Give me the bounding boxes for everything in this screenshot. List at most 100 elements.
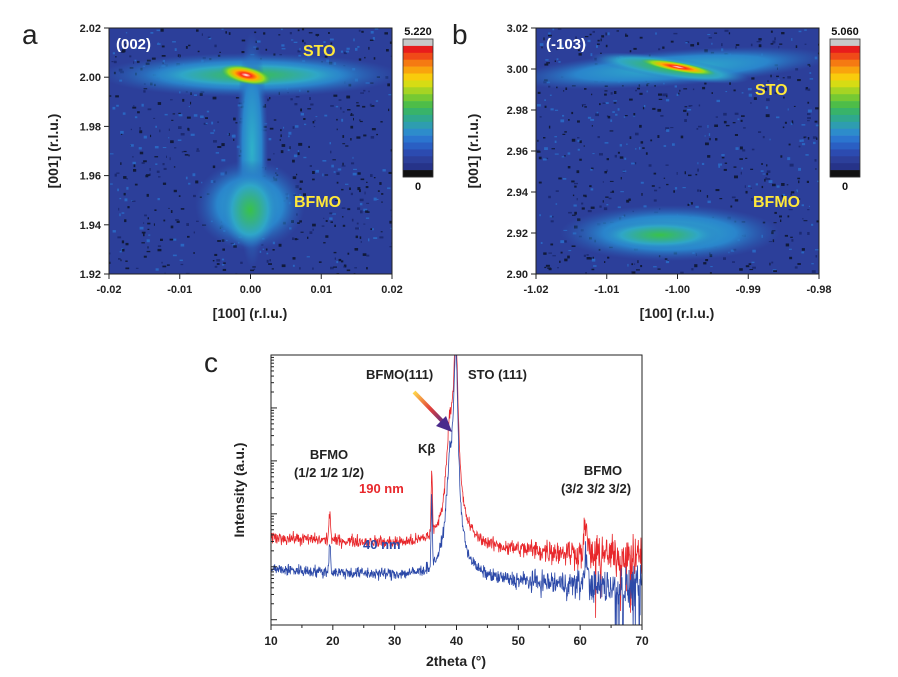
speckle <box>737 118 740 121</box>
x-tick-label: -1.00 <box>665 284 690 296</box>
speckle <box>770 74 772 78</box>
speckle <box>811 263 814 265</box>
speckle <box>751 198 753 201</box>
speckle <box>572 194 575 197</box>
speckle <box>130 144 134 147</box>
speckle <box>587 210 592 213</box>
noise-speckles <box>109 28 392 274</box>
speckle <box>303 118 306 120</box>
speckle <box>761 185 764 189</box>
speckle <box>545 59 549 61</box>
speckle <box>815 249 819 251</box>
speckle <box>605 196 609 198</box>
sto-peak <box>640 58 716 76</box>
speckle <box>388 171 392 174</box>
speckle <box>633 113 636 116</box>
speckle <box>708 133 711 136</box>
speckle <box>574 185 577 188</box>
speckle <box>141 162 145 164</box>
speckle <box>221 159 226 162</box>
speckle <box>175 219 179 221</box>
speckle <box>366 254 370 257</box>
speckle <box>156 29 161 32</box>
speckle <box>180 243 185 247</box>
x-tick-label: -0.02 <box>96 284 121 296</box>
speckle <box>539 116 542 118</box>
speckle <box>217 146 222 148</box>
speckle <box>545 264 550 267</box>
speckle <box>793 105 796 107</box>
speckle <box>253 268 256 271</box>
map-b-sto-label: STO <box>755 82 788 99</box>
speckle <box>760 170 764 172</box>
speckle <box>292 257 296 260</box>
speckle <box>568 211 572 214</box>
map-b-ticks: -1.02 -1.01 -1.00 -0.99 -0.98 2.90 2.92 2.94 2.9… <box>507 23 832 296</box>
speckle <box>156 170 160 173</box>
speckle <box>606 158 609 161</box>
colorbar-swatch <box>403 94 433 102</box>
speckle <box>390 227 392 230</box>
speckle <box>607 115 611 119</box>
speckle <box>564 131 567 133</box>
speckle <box>163 219 166 222</box>
speckle <box>778 46 780 49</box>
speckle <box>389 41 392 44</box>
speckle <box>292 126 295 129</box>
speckle <box>734 175 738 179</box>
speckle <box>351 218 354 222</box>
speckle <box>168 207 170 209</box>
speckle <box>172 254 177 257</box>
speckle <box>719 198 723 200</box>
speckle <box>614 154 617 158</box>
speckle <box>683 88 688 90</box>
speckle <box>697 162 699 165</box>
speckle <box>353 117 354 121</box>
speckle <box>381 201 383 203</box>
speckle <box>212 260 215 262</box>
speckle <box>764 178 766 182</box>
colorbar-swatch <box>830 135 860 143</box>
speckle <box>750 187 752 189</box>
speckle <box>707 155 711 158</box>
annot-bfmo-half-line1: BFMO <box>310 447 348 462</box>
speckle <box>287 149 290 151</box>
speckle <box>606 169 608 172</box>
speckle <box>158 176 161 178</box>
reciprocal-space-map-103 <box>536 28 819 274</box>
speckle <box>187 127 190 131</box>
speckle <box>617 151 620 154</box>
speckle <box>345 145 349 147</box>
speckle <box>548 32 551 35</box>
speckle <box>770 43 774 45</box>
speckle <box>790 122 794 125</box>
speckle <box>599 153 603 156</box>
speckle <box>213 129 216 132</box>
speckle <box>241 39 246 42</box>
speckle <box>786 184 789 186</box>
annot-bfmo-32-line2: (3/2 3/2 3/2) <box>561 481 631 496</box>
speckle <box>619 156 624 159</box>
speckle <box>169 238 174 241</box>
y-tick-label: 2.98 <box>507 105 528 117</box>
speckle <box>687 109 692 111</box>
speckle <box>550 108 554 111</box>
speckle <box>604 142 609 144</box>
speckle <box>798 167 801 171</box>
speckle <box>814 120 818 123</box>
speckle <box>662 93 667 97</box>
speckle <box>740 119 743 122</box>
speckle <box>770 30 773 33</box>
speckle <box>147 228 150 230</box>
speckle <box>355 235 358 239</box>
speckle <box>611 190 614 193</box>
speckle <box>620 191 624 193</box>
speckle <box>370 136 375 139</box>
speckle <box>798 145 801 148</box>
speckle <box>552 255 556 257</box>
speckle <box>764 87 767 91</box>
panel-letter-b: b <box>452 19 468 50</box>
speckle <box>155 163 158 165</box>
speckle <box>304 42 306 45</box>
speckle <box>809 72 812 74</box>
